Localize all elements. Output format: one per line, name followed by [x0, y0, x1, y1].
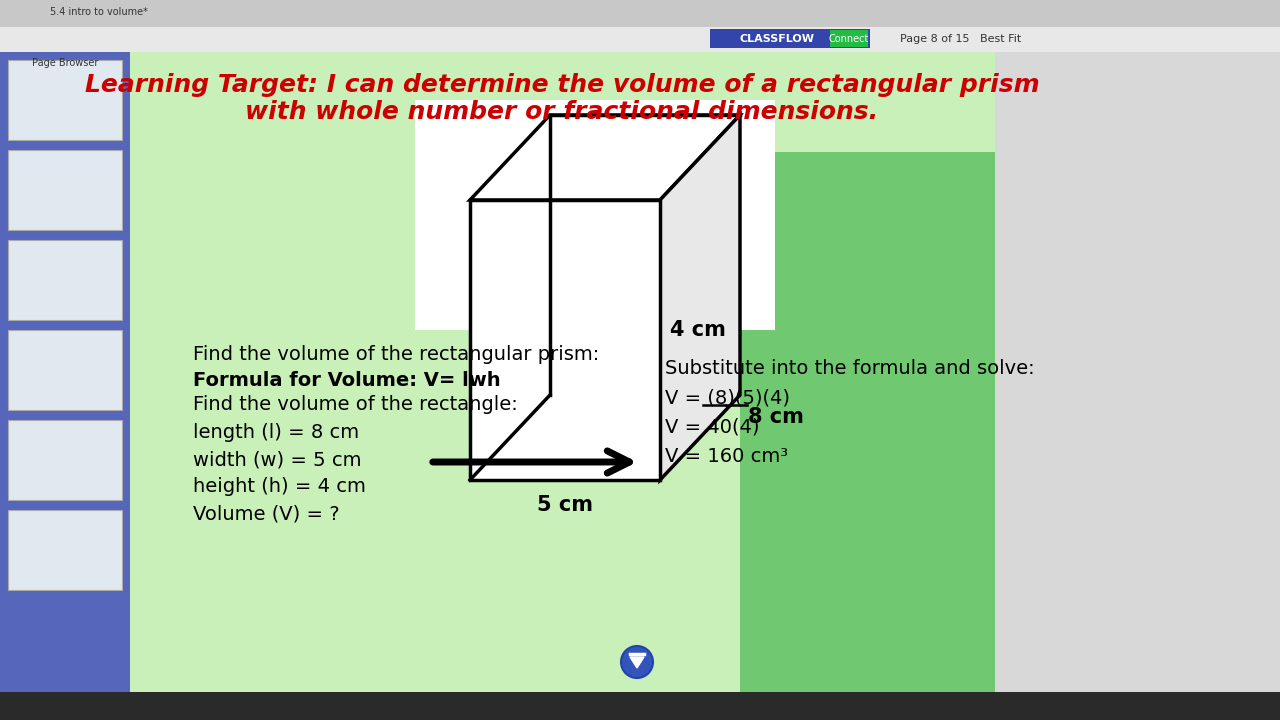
Text: CLASSFLOW: CLASSFLOW — [740, 34, 815, 44]
Polygon shape — [995, 52, 1280, 692]
Polygon shape — [131, 52, 995, 692]
Polygon shape — [660, 115, 740, 480]
Text: 5 cm: 5 cm — [538, 495, 593, 515]
Text: 5.4 intro to volume*: 5.4 intro to volume* — [50, 7, 148, 17]
Text: height (h) = 4 cm: height (h) = 4 cm — [193, 477, 366, 497]
Polygon shape — [630, 657, 644, 668]
Polygon shape — [740, 152, 995, 692]
Polygon shape — [8, 60, 122, 140]
Polygon shape — [470, 115, 740, 200]
Text: Page Browser: Page Browser — [32, 58, 99, 68]
Polygon shape — [8, 510, 122, 590]
Text: Formula for Volume: V= lwh: Formula for Volume: V= lwh — [193, 371, 500, 390]
Polygon shape — [710, 29, 870, 48]
Circle shape — [621, 646, 653, 678]
Polygon shape — [0, 52, 131, 692]
Polygon shape — [415, 100, 774, 330]
Polygon shape — [829, 30, 868, 47]
Text: V = 40(4): V = 40(4) — [666, 418, 759, 436]
Polygon shape — [470, 200, 660, 480]
Polygon shape — [8, 420, 122, 500]
Text: length (l) = 8 cm: length (l) = 8 cm — [193, 423, 360, 443]
Text: 4 cm: 4 cm — [669, 320, 726, 340]
Text: Connect: Connect — [829, 34, 869, 44]
Polygon shape — [8, 150, 122, 230]
Text: V = (8)(5)(4): V = (8)(5)(4) — [666, 389, 790, 408]
Text: Volume (V) = ?: Volume (V) = ? — [193, 505, 339, 523]
Text: Page 8 of 15   Best Fit: Page 8 of 15 Best Fit — [900, 34, 1021, 44]
Text: 8 cm: 8 cm — [748, 407, 804, 427]
Text: V = 160 cm³: V = 160 cm³ — [666, 448, 788, 467]
Text: with whole number or fractional dimensions.: with whole number or fractional dimensio… — [246, 100, 878, 124]
Text: Find the volume of the rectangular prism:: Find the volume of the rectangular prism… — [193, 346, 599, 364]
Polygon shape — [0, 692, 1280, 720]
Text: Find the volume of the rectangle:: Find the volume of the rectangle: — [193, 395, 517, 415]
Text: Substitute into the formula and solve:: Substitute into the formula and solve: — [666, 359, 1034, 377]
Text: Learning Target: I can determine the volume of a rectangular prism: Learning Target: I can determine the vol… — [84, 73, 1039, 97]
Polygon shape — [0, 0, 1280, 27]
Text: width (w) = 5 cm: width (w) = 5 cm — [193, 451, 361, 469]
Polygon shape — [8, 240, 122, 320]
Polygon shape — [0, 27, 1280, 52]
Polygon shape — [8, 330, 122, 410]
